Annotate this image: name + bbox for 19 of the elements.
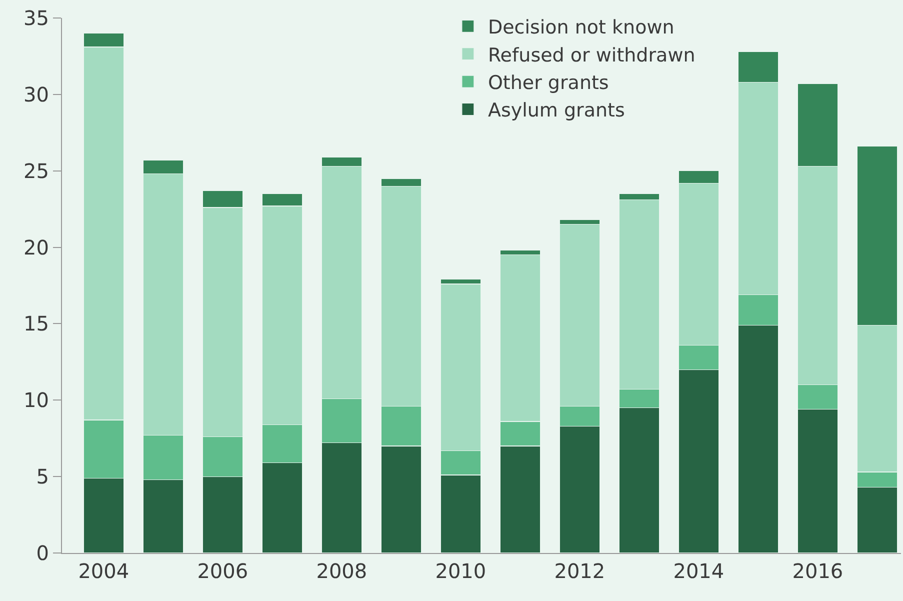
y-tick-label: 30 [24,82,49,106]
x-tick-label: 2016 [792,559,844,583]
x-tick-label: 2014 [673,559,724,583]
x-tick-label: 2010 [435,559,486,583]
legend-label: Other grants [488,72,609,94]
x-tick-label: 2006 [197,559,248,583]
y-tick-label: 20 [24,235,49,260]
y-tick-label: 15 [24,312,49,336]
y-tick-label: 35 [24,6,49,30]
legend-label: Asylum grants [488,100,625,122]
x-tick-label: 2004 [78,559,130,583]
y-tick-label: 25 [24,158,49,183]
y-tick-label: 5 [36,464,49,489]
x-tick-label: 2008 [316,559,368,583]
legend-label: Refused or withdrawn [488,44,696,66]
legend-label: Decision not known [488,16,674,39]
x-tick-label: 2012 [554,559,606,583]
y-tick-label: 0 [36,541,49,565]
y-tick-label: 10 [24,388,49,412]
